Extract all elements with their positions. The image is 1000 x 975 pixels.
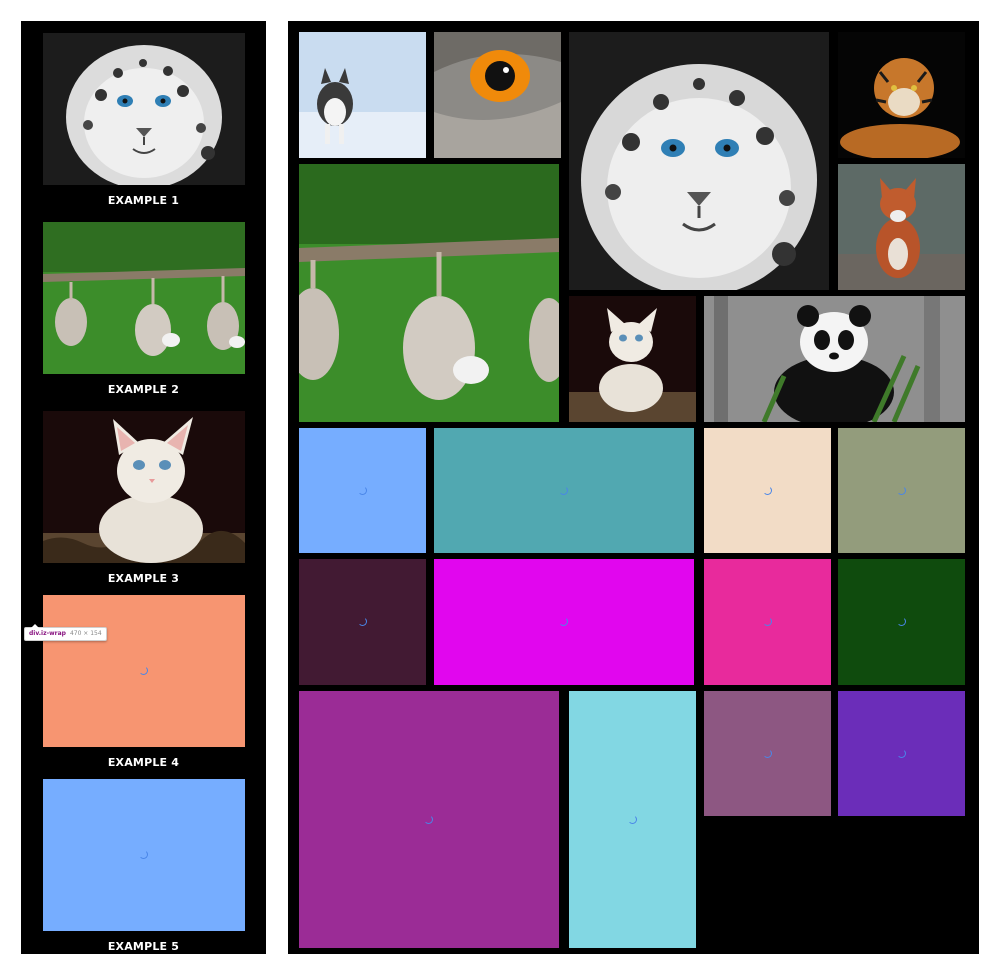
gallery-tile-6[interactable]: [434, 559, 694, 685]
loading-spinner-icon: [424, 814, 433, 824]
gallery-photo-kitten[interactable]: [569, 296, 696, 422]
loading-spinner-icon: [762, 748, 772, 758]
loading-spinner-icon: [896, 617, 906, 626]
image-gallery: [288, 21, 979, 954]
loading-spinner-icon: [357, 617, 367, 626]
example-3-label: EXAMPLE 3: [107, 572, 180, 585]
loading-spinner-icon: [357, 485, 367, 495]
examples-column: EXAMPLE 1 EXAMPLE 2 EXAMPLE 3: [21, 21, 266, 954]
example-2-image[interactable]: [43, 222, 245, 374]
gallery-tile-5[interactable]: [299, 559, 426, 685]
gallery-photo-tiger[interactable]: [838, 32, 965, 158]
gallery-tile-2[interactable]: [434, 428, 694, 553]
example-4-image[interactable]: [43, 595, 245, 747]
loading-spinner-icon: [762, 485, 772, 495]
tooltip-size: 470 × 154: [69, 630, 102, 637]
gallery-tile-1[interactable]: [299, 428, 426, 553]
gallery-tile-9[interactable]: [299, 691, 559, 948]
devtools-inspect-tooltip: div.iz-wrap 470 × 154: [24, 624, 107, 641]
loading-spinner-icon: [139, 666, 148, 675]
example-1-label: EXAMPLE 1: [107, 194, 180, 207]
gallery-tile-4[interactable]: [838, 428, 965, 553]
example-1-image[interactable]: [43, 33, 245, 185]
loading-spinner-icon: [139, 850, 148, 859]
loading-spinner-icon: [896, 485, 906, 495]
gallery-photo-snow-leopard[interactable]: [569, 32, 829, 290]
gallery-photo-fox[interactable]: [838, 164, 965, 290]
gallery-tile-12[interactable]: [838, 691, 965, 816]
loading-spinner-icon: [559, 485, 568, 495]
loading-spinner-icon: [896, 748, 906, 758]
loading-spinner-icon: [762, 617, 772, 626]
gallery-tile-7[interactable]: [704, 559, 831, 685]
gallery-photo-opossums[interactable]: [299, 164, 559, 422]
example-5-image[interactable]: [43, 779, 245, 931]
gallery-tile-3[interactable]: [704, 428, 831, 553]
gallery-photo-husky[interactable]: [299, 32, 426, 158]
example-5-label: EXAMPLE 5: [107, 940, 180, 953]
loading-spinner-icon: [627, 814, 637, 824]
example-4-label: EXAMPLE 4: [107, 756, 180, 769]
gallery-tile-8[interactable]: [838, 559, 965, 685]
loading-spinner-icon: [559, 617, 568, 626]
gallery-tile-11[interactable]: [704, 691, 831, 816]
gallery-tile-10[interactable]: [569, 691, 696, 948]
example-2-label: EXAMPLE 2: [107, 383, 180, 396]
gallery-photo-panda[interactable]: [704, 296, 965, 422]
tooltip-selector: div.iz-wrap: [29, 630, 66, 637]
example-3-image[interactable]: [43, 411, 245, 563]
gallery-photo-owl-eye[interactable]: [434, 32, 561, 158]
